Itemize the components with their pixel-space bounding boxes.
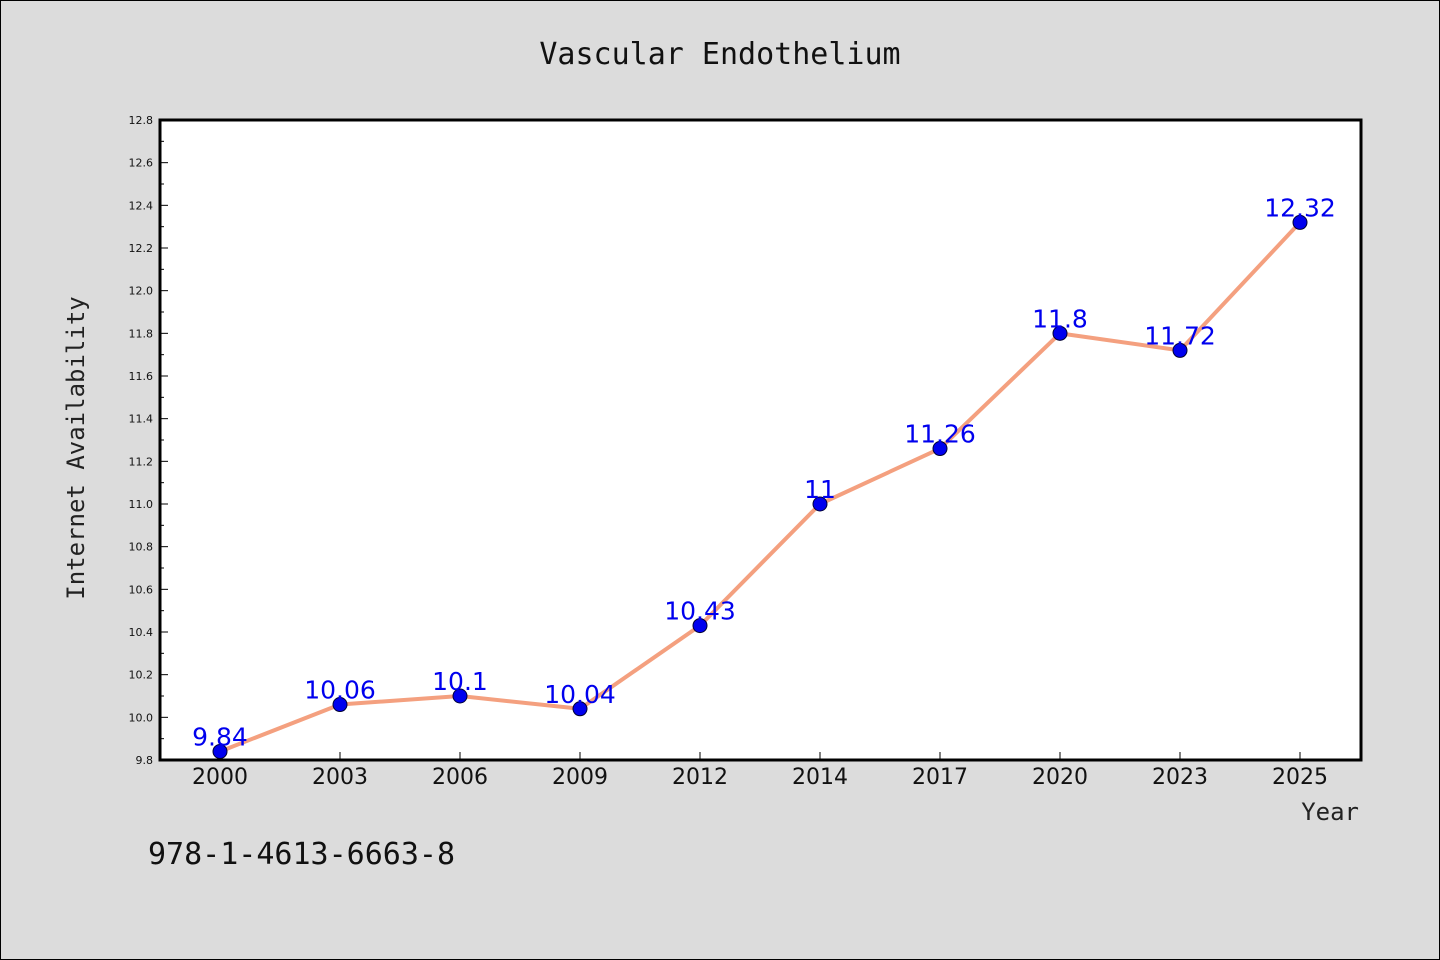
x-axis-title: Year [1301, 798, 1359, 826]
y-tick-label: 12.0 [129, 285, 154, 298]
x-tick-label: 2012 [672, 765, 728, 790]
series-layer [212, 214, 1308, 759]
x-tick-label: 2014 [792, 765, 848, 790]
x-tick-label: 2006 [432, 765, 488, 790]
chart-title: Vascular Endothelium [539, 37, 900, 72]
data-point [572, 701, 588, 717]
data-point [1052, 325, 1068, 341]
series-line [218, 220, 1302, 754]
x-tick-label: 2025 [1272, 765, 1328, 790]
y-tick-label: 10.0 [129, 711, 154, 724]
data-point [332, 697, 348, 713]
data-point [932, 441, 948, 457]
y-tick-label: 12.4 [129, 199, 154, 212]
x-tick-label: 2020 [1032, 765, 1088, 790]
y-tick-label: 12.6 [129, 157, 154, 170]
y-tick-label: 10.6 [129, 583, 154, 596]
data-label: 12.32 [1264, 193, 1336, 222]
y-tick-label: 11.8 [129, 327, 154, 340]
y-tick-label: 10.8 [129, 541, 154, 554]
data-point [212, 743, 228, 759]
x-tick-label: 2017 [912, 765, 968, 790]
plot-area [160, 120, 1361, 760]
x-axis-ticks: 2000 2003 2006 2009 2012 2014 2017 2020 2023 2025 [192, 752, 1328, 790]
y-tick-label: 10.4 [129, 626, 154, 639]
data-point [812, 496, 828, 512]
y-tick-label: 11.0 [129, 498, 154, 511]
y-tick-label: 12.8 [129, 114, 154, 127]
data-label: 11.8 [1032, 304, 1088, 333]
data-label: 10.1 [432, 667, 488, 696]
y-tick-label: 12.2 [129, 242, 154, 255]
data-label: 11.72 [1144, 321, 1216, 350]
data-label: 11 [804, 475, 836, 504]
y-tick-label: 9.8 [136, 754, 154, 767]
data-point [1292, 214, 1308, 230]
data-point [1172, 342, 1188, 358]
data-label: 10.04 [544, 680, 616, 709]
x-tick-label: 2023 [1152, 765, 1208, 790]
data-label: 11.26 [904, 420, 976, 449]
y-tick-label: 11.6 [129, 370, 154, 383]
data-labels-layer: 9.84 10.06 10.1 10.04 10.43 11 11.26 11.8 11.72 1… [192, 193, 1336, 751]
footer-isbn: 978-1-4613-6663-8 [148, 837, 455, 872]
x-tick-label: 2000 [192, 765, 248, 790]
data-label: 10.06 [304, 676, 376, 705]
y-axis-title: Internet Availability [62, 296, 90, 599]
x-tick-label: 2003 [312, 765, 368, 790]
y-tick-label: 11.4 [129, 413, 154, 426]
data-point [452, 688, 468, 704]
plot-border [158, 118, 1363, 762]
data-point [692, 618, 708, 634]
y-tick-label: 10.2 [129, 669, 154, 682]
data-label: 9.84 [192, 722, 248, 751]
data-label: 10.43 [664, 597, 736, 626]
x-tick-label: 2009 [552, 765, 608, 790]
y-tick-label: 11.2 [129, 455, 154, 468]
